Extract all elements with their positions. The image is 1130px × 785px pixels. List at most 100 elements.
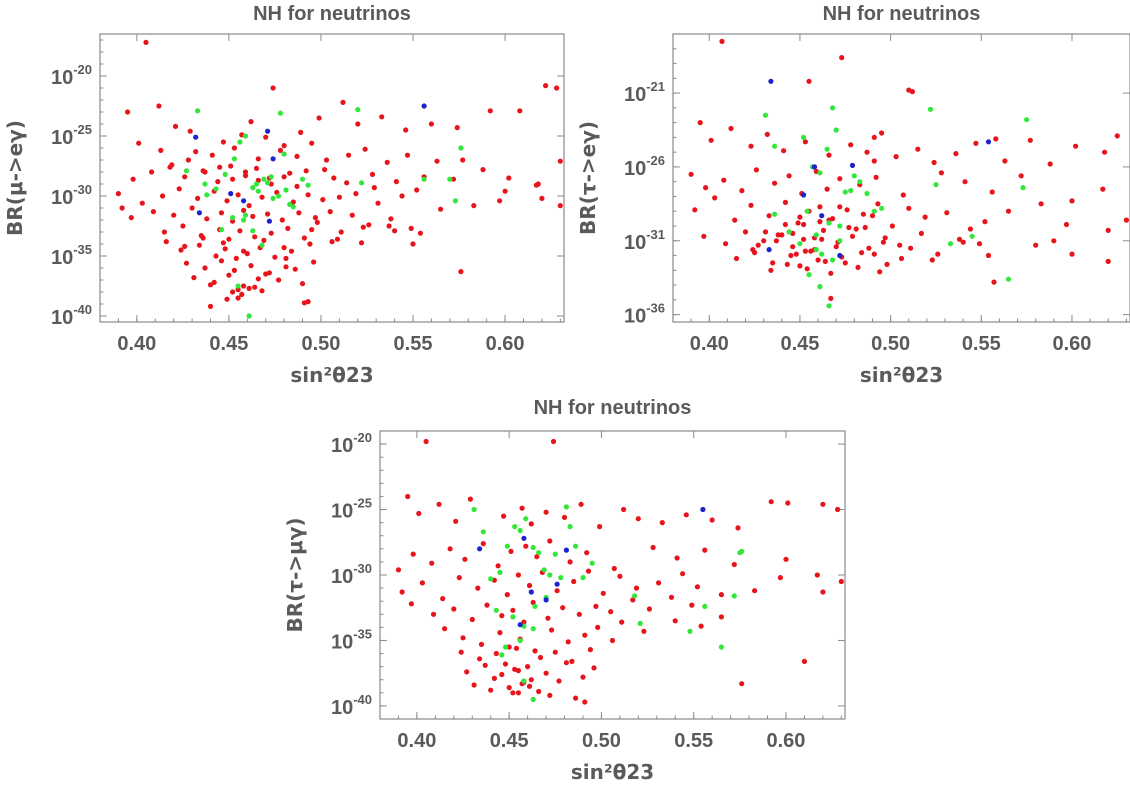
data-point-red bbox=[211, 279, 217, 285]
data-point-red bbox=[554, 85, 560, 91]
data-point-red bbox=[543, 670, 549, 676]
data-point-green bbox=[563, 504, 569, 510]
data-point-green bbox=[230, 215, 236, 221]
data-point-red bbox=[804, 266, 810, 272]
data-point-green bbox=[231, 156, 237, 162]
data-point-red bbox=[515, 668, 521, 674]
data-point-red bbox=[820, 501, 826, 507]
data-point-red bbox=[447, 546, 453, 552]
data-point-red bbox=[973, 140, 979, 146]
data-point-red bbox=[1051, 238, 1057, 244]
data-point-red bbox=[802, 139, 808, 145]
data-point-red bbox=[471, 682, 477, 688]
plot-frame bbox=[672, 33, 1130, 323]
data-point-red bbox=[440, 596, 446, 602]
data-point-red bbox=[160, 193, 166, 199]
data-point-red bbox=[898, 255, 905, 262]
data-point-red bbox=[191, 275, 197, 281]
data-point-red bbox=[828, 295, 834, 301]
data-point-red bbox=[510, 607, 516, 613]
data-point-blue bbox=[768, 78, 774, 84]
data-point-red bbox=[801, 658, 808, 664]
data-point-red bbox=[454, 125, 460, 131]
data-point-red bbox=[582, 632, 588, 638]
data-point-red bbox=[879, 130, 885, 136]
y-tick-label: 10-30 bbox=[331, 561, 372, 588]
data-point-red bbox=[399, 589, 405, 595]
data-point-red bbox=[458, 269, 464, 275]
data-point-green bbox=[250, 228, 256, 234]
data-point-red bbox=[270, 85, 276, 91]
data-point-red bbox=[340, 99, 346, 105]
data-point-red bbox=[600, 590, 606, 596]
data-point-red bbox=[688, 171, 694, 177]
data-point-red bbox=[281, 174, 287, 180]
data-point-red bbox=[908, 245, 914, 251]
data-point-green bbox=[195, 108, 201, 114]
data-point-red bbox=[547, 692, 553, 698]
data-point-red bbox=[259, 194, 265, 200]
data-point-green bbox=[786, 229, 792, 235]
plot-frame bbox=[379, 430, 846, 720]
data-point-red bbox=[235, 295, 241, 301]
data-point-red bbox=[344, 180, 350, 186]
data-point-red bbox=[430, 611, 437, 617]
y-tick-exponent: -26 bbox=[646, 153, 665, 168]
data-point-blue bbox=[528, 589, 534, 595]
data-point-red bbox=[719, 38, 725, 45]
scatter-plot-svg: NH for neutrinos 0.40 0.45 0.50 0.55 0.60 10-2… bbox=[576, 3, 1130, 387]
data-point-red bbox=[204, 216, 210, 222]
data-point-red bbox=[808, 248, 814, 254]
data-point-green bbox=[857, 179, 863, 185]
data-point-green bbox=[541, 567, 547, 573]
data-point-red bbox=[1105, 258, 1111, 264]
y-tick-label: 10-36 bbox=[624, 301, 665, 328]
data-point-red bbox=[209, 152, 215, 158]
data-point-red bbox=[748, 143, 754, 149]
data-point-red bbox=[739, 681, 745, 687]
x-tick-label: 0.60 bbox=[1052, 333, 1091, 355]
data-point-red bbox=[561, 514, 568, 520]
data-point-red bbox=[989, 189, 995, 195]
data-point-red bbox=[591, 665, 597, 671]
y-tick-label: 10-40 bbox=[51, 302, 92, 329]
y-tick-exponent: -35 bbox=[353, 626, 372, 641]
data-point-red bbox=[182, 243, 188, 249]
data-point-red bbox=[504, 592, 510, 598]
data-point-green bbox=[830, 105, 836, 111]
data-point-red bbox=[366, 222, 372, 228]
data-point-red bbox=[294, 153, 300, 159]
data-point-green bbox=[183, 168, 190, 174]
data-point-red bbox=[533, 182, 540, 188]
y-tick-exponent: -35 bbox=[73, 242, 92, 257]
data-point-red bbox=[956, 236, 963, 242]
data-point-red bbox=[119, 205, 125, 211]
data-point-red bbox=[587, 647, 593, 653]
data-point-red bbox=[261, 237, 267, 243]
data-point-green bbox=[851, 173, 857, 179]
data-point-red bbox=[143, 39, 149, 46]
data-point-green bbox=[276, 193, 282, 199]
data-point-red bbox=[931, 159, 937, 166]
data-point-red bbox=[839, 55, 845, 61]
data-point-green bbox=[255, 188, 261, 194]
data-point-red bbox=[189, 205, 195, 211]
data-point-red bbox=[393, 179, 399, 185]
data-point-red bbox=[703, 185, 709, 191]
data-point-red bbox=[915, 146, 921, 152]
data-point-red bbox=[480, 541, 486, 547]
data-point-green bbox=[452, 198, 458, 204]
data-point-blue bbox=[837, 252, 843, 259]
data-point-red bbox=[292, 266, 298, 272]
data-point-red bbox=[502, 661, 509, 667]
y-tick-label: 10-21 bbox=[624, 79, 665, 106]
y-axis-label: BR(τ->μγ) bbox=[283, 517, 307, 632]
data-point-red bbox=[880, 239, 886, 245]
data-point-green bbox=[202, 181, 208, 187]
data-point-red bbox=[871, 134, 877, 140]
data-point-red bbox=[793, 251, 799, 257]
data-point-red bbox=[697, 120, 703, 126]
x-axis-label: sin²θ23 bbox=[860, 363, 943, 387]
data-point-red bbox=[1105, 227, 1111, 233]
y-tick-label: 10-20 bbox=[331, 430, 372, 457]
